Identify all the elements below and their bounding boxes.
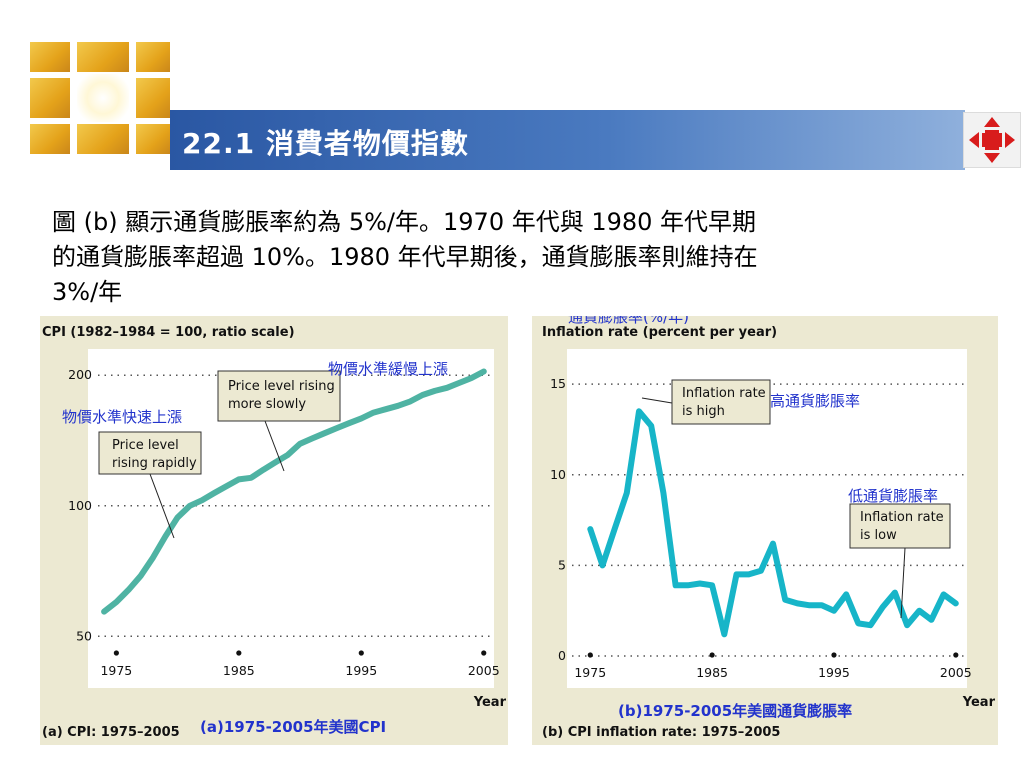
body-line-3: 3%/年 <box>52 278 123 306</box>
cpi-x-tick-label: 1985 <box>223 663 255 678</box>
cpi-annotation-zh-rapid: 物價水準快速上漲 <box>62 408 182 426</box>
page-title: 22.1 消費者物價指數 <box>182 127 469 160</box>
inflation-callout-low-line2: is low <box>860 528 897 543</box>
cpi-callout-rapid-leader <box>149 473 175 539</box>
inflation-x-tick-dot <box>587 652 593 658</box>
cpi-x-tick-label: 1975 <box>100 663 132 678</box>
inflation-callout-high-line1: Inflation rate <box>682 386 766 401</box>
cpi-x-axis-label: Year <box>473 695 507 710</box>
cpi-x-tick-label: 1995 <box>345 663 377 678</box>
cpi-series-line <box>101 368 487 615</box>
cpi-callout-rapid-line1: Price level <box>112 438 179 453</box>
inflation-x-tick-label: 2005 <box>940 665 972 680</box>
cpi-caption-zh: (a)1975-2005年美國CPI <box>200 718 386 736</box>
inflation-caption-zh: (b)1975-2005年美國通貨膨脹率 <box>618 702 852 720</box>
inflation-y-tick-label: 0 <box>558 648 566 663</box>
cpi-x-tick-dot <box>236 650 242 656</box>
cpi-callout-rapid-line2: rising rapidly <box>112 456 197 471</box>
cpi-chart-title: CPI (1982–1984 = 100, ratio scale) <box>42 325 295 340</box>
inflation-callout-low-line1: Inflation rate <box>860 510 944 525</box>
inflation-callout-high-line2: is high <box>682 404 725 419</box>
cpi-y-tick-label: 100 <box>68 498 92 513</box>
cpi-x-tick-dot <box>481 650 487 656</box>
red-four-arrows-icon[interactable] <box>963 112 1021 168</box>
cpi-annotation-zh-slow: 物價水準緩慢上漲 <box>328 360 448 378</box>
inflation-callout-high-leader <box>641 397 673 404</box>
inflation-chart-title: Inflation rate (percent per year) <box>542 325 777 340</box>
title-bar <box>170 110 965 170</box>
cpi-callout-slow-line1: Price level rising <box>228 379 335 394</box>
body-line-1: 圖 (b) 顯示通貨膨脹率約為 5%/年。1970 年代與 1980 年代早期 <box>52 208 757 236</box>
inflation-series-line <box>587 408 959 638</box>
inflation-y-tick-label: 10 <box>550 467 566 482</box>
inflation-annotation-zh-high: 高通貨膨脹率 <box>770 392 860 410</box>
inflation-callout-low-leader <box>900 547 906 619</box>
inflation-x-tick-dot <box>953 652 959 658</box>
inflation-caption: (b) CPI inflation rate: 1975–2005 <box>542 725 780 740</box>
cpi-callout-slow-leader <box>264 420 285 472</box>
cpi-x-tick-label: 2005 <box>468 663 500 678</box>
inflation-x-tick-label: 1975 <box>574 665 606 680</box>
cpi-chart-panel: 50 100 200 1975 1985 1995 2005 CPI (1982–1984… <box>40 316 508 745</box>
inflation-x-axis-label: Year <box>962 695 996 710</box>
inflation-chart: 0 5 10 15 1975 1985 1995 2005 Inflation rate (… <box>542 316 996 740</box>
inflation-annotation-zh-low: 低通貨膨脹率 <box>848 487 938 505</box>
inflation-x-tick-label: 1995 <box>818 665 850 680</box>
cpi-y-tick-label: 200 <box>68 367 92 382</box>
inflation-y-tick-label: 5 <box>558 557 566 572</box>
inflation-chart-panel: 0 5 10 15 1975 1985 1995 2005 Inflation rate (… <box>532 316 998 745</box>
inflation-y-tick-label: 15 <box>550 376 566 391</box>
cpi-caption: (a) CPI: 1975–2005 <box>42 725 180 740</box>
logo-glow <box>77 74 129 122</box>
cpi-x-tick-dot <box>358 650 364 656</box>
inflation-chart-title-zh: 通貨膨脹率(%/年) <box>568 316 689 326</box>
body-text: 圖 (b) 顯示通貨膨脹率約為 5%/年。1970 年代與 1980 年代早期 … <box>52 205 972 310</box>
inflation-x-tick-dot <box>709 652 715 658</box>
inflation-callout-high-box <box>671 379 771 425</box>
cpi-callout-slow-box <box>217 370 341 422</box>
inflation-x-tick-dot <box>831 652 837 658</box>
inflation-callout-low-box <box>849 503 951 549</box>
cpi-callout-slow-line2: more slowly <box>228 397 306 412</box>
cpi-x-tick-dot <box>113 650 119 656</box>
cpi-y-tick-label: 50 <box>76 628 92 643</box>
cpi-callout-rapid-box <box>98 431 202 475</box>
cpi-chart: 50 100 200 1975 1985 1995 2005 CPI (1982–1984… <box>42 325 507 740</box>
cross-light-logo <box>30 42 170 154</box>
inflation-x-tick-label: 1985 <box>696 665 728 680</box>
body-line-2: 的通貨膨脹率超過 10%。1980 年代早期後，通貨膨脹率則維持在 <box>52 243 758 271</box>
